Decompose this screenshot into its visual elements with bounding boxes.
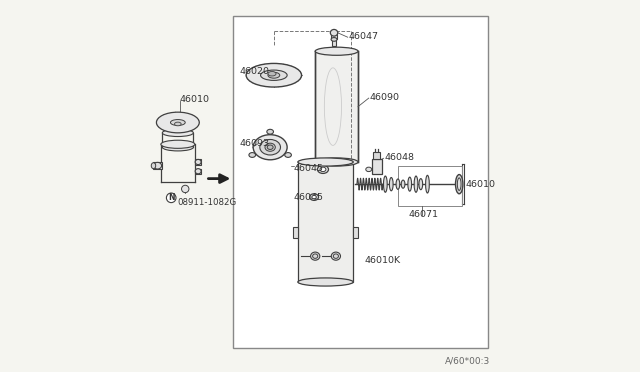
Ellipse shape	[396, 179, 400, 189]
Text: 46093: 46093	[240, 139, 270, 148]
Text: 46047: 46047	[349, 32, 379, 41]
Ellipse shape	[389, 177, 393, 191]
Ellipse shape	[383, 176, 387, 192]
Text: 46045: 46045	[293, 164, 323, 173]
Ellipse shape	[426, 175, 429, 193]
Circle shape	[166, 193, 176, 203]
Ellipse shape	[456, 174, 463, 194]
Ellipse shape	[320, 167, 326, 171]
Ellipse shape	[330, 29, 338, 36]
Ellipse shape	[312, 195, 316, 199]
Text: 46071: 46071	[408, 210, 438, 219]
Bar	[372, 159, 382, 174]
Bar	[353, 227, 358, 238]
Ellipse shape	[195, 169, 201, 174]
Text: 08911-1082G: 08911-1082G	[177, 198, 236, 207]
Ellipse shape	[267, 129, 273, 134]
Ellipse shape	[285, 153, 291, 157]
Ellipse shape	[419, 179, 422, 190]
Ellipse shape	[331, 38, 337, 41]
Bar	[233, 16, 488, 349]
Text: A/60*00:3: A/60*00:3	[445, 356, 490, 365]
Ellipse shape	[163, 144, 193, 151]
Text: 46045: 46045	[293, 193, 323, 202]
Text: 46010: 46010	[465, 180, 495, 189]
Text: N: N	[168, 193, 175, 202]
Ellipse shape	[156, 112, 199, 133]
Ellipse shape	[458, 178, 461, 190]
Circle shape	[182, 185, 189, 193]
Ellipse shape	[316, 47, 358, 55]
Ellipse shape	[154, 162, 162, 169]
Ellipse shape	[195, 160, 201, 164]
Ellipse shape	[260, 140, 280, 155]
Text: 46020: 46020	[240, 67, 270, 76]
Ellipse shape	[332, 252, 340, 260]
Bar	[373, 153, 380, 159]
Ellipse shape	[268, 145, 273, 150]
Ellipse shape	[161, 140, 195, 148]
Ellipse shape	[151, 163, 156, 169]
Text: 46048: 46048	[385, 153, 415, 162]
Ellipse shape	[310, 194, 319, 201]
Ellipse shape	[414, 176, 418, 192]
Ellipse shape	[268, 71, 276, 76]
Ellipse shape	[260, 70, 287, 80]
Ellipse shape	[317, 165, 328, 173]
Bar	[298, 162, 353, 282]
Bar	[293, 227, 298, 238]
Ellipse shape	[265, 143, 275, 151]
Ellipse shape	[298, 278, 353, 286]
Bar	[154, 162, 162, 169]
Bar	[397, 166, 462, 206]
Ellipse shape	[333, 254, 339, 259]
Text: 46010K: 46010K	[364, 256, 401, 265]
Ellipse shape	[163, 129, 193, 137]
Ellipse shape	[253, 135, 287, 160]
Bar	[195, 160, 201, 164]
Ellipse shape	[312, 254, 318, 259]
Ellipse shape	[298, 158, 353, 166]
Ellipse shape	[408, 177, 412, 191]
Ellipse shape	[175, 122, 181, 126]
Ellipse shape	[316, 158, 358, 166]
Bar	[332, 39, 336, 46]
Ellipse shape	[310, 252, 320, 260]
Ellipse shape	[268, 72, 280, 78]
Text: 46010: 46010	[180, 95, 210, 104]
Ellipse shape	[170, 119, 185, 125]
Ellipse shape	[249, 153, 255, 157]
Bar	[195, 169, 201, 174]
Bar	[332, 33, 337, 39]
Ellipse shape	[246, 63, 301, 87]
Ellipse shape	[366, 167, 372, 171]
Text: 46090: 46090	[370, 93, 400, 102]
Bar	[316, 51, 358, 162]
Ellipse shape	[401, 180, 405, 188]
